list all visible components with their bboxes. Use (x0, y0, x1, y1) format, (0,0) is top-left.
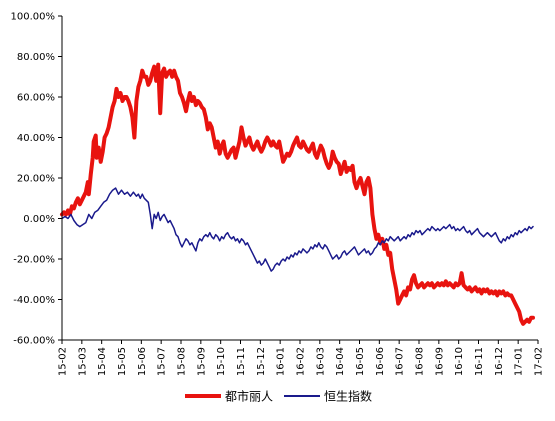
axes-layer: -60.00% -40.00% -20.00% 0.00% 20.00% 40.00% 60… (11, 12, 545, 377)
x-tick-label: 15-04 (97, 347, 108, 376)
x-tick-label: 15-02 (58, 347, 69, 376)
y-tick-label: -60.00% (13, 336, 55, 347)
y-tick-label: 80.00% (17, 52, 55, 63)
x-tick-label: 15-05 (117, 347, 128, 376)
legend-label: 都市丽人 (225, 389, 273, 404)
x-tick-label: 16-08 (415, 347, 426, 376)
x-tick-label: 15-09 (196, 347, 207, 376)
y-tick-label: 60.00% (17, 93, 55, 104)
x-tick-label: 16-04 (335, 347, 346, 376)
x-tick-label: 15-12 (256, 347, 267, 376)
x-tick-label: 16-11 (474, 347, 485, 376)
y-tick-label: 40.00% (17, 133, 55, 144)
x-tick-label: 16-12 (494, 347, 505, 376)
x-tick-label: 16-07 (395, 347, 406, 376)
x-tick-label: 16-01 (276, 347, 287, 376)
x-tick-label: 15-11 (236, 347, 247, 376)
y-tick-label: 100.00% (11, 12, 56, 23)
y-tick-label: 20.00% (17, 174, 55, 185)
x-tick-label: 16-10 (454, 347, 465, 376)
x-tick-label: 16-02 (296, 347, 307, 376)
x-tick-label: 16-03 (315, 347, 326, 376)
x-tick-label: 16-05 (355, 347, 366, 376)
x-tick-label: 15-07 (157, 347, 168, 376)
series-layer (60, 62, 535, 326)
x-tick-label: 15-10 (216, 347, 227, 376)
y-tick-label: 0.00% (23, 214, 55, 225)
series-line-red (60, 62, 535, 326)
y-tick-label: -20.00% (13, 255, 55, 266)
legend: 都市丽人 恒生指数 (185, 389, 372, 404)
x-tick-label: 17-01 (514, 347, 525, 376)
x-tick-label: 15-03 (77, 347, 88, 376)
x-tick-label: 16-06 (375, 347, 386, 376)
x-tick-label: 15-06 (137, 347, 148, 376)
y-tick-label: -40.00% (13, 295, 55, 306)
x-tick-label: 15-08 (177, 347, 188, 376)
x-tick-label: 17-02 (534, 347, 545, 376)
x-tick-label: 16-09 (434, 347, 445, 376)
legend-label: 恒生指数 (324, 389, 372, 404)
series-line-blue (61, 187, 534, 272)
